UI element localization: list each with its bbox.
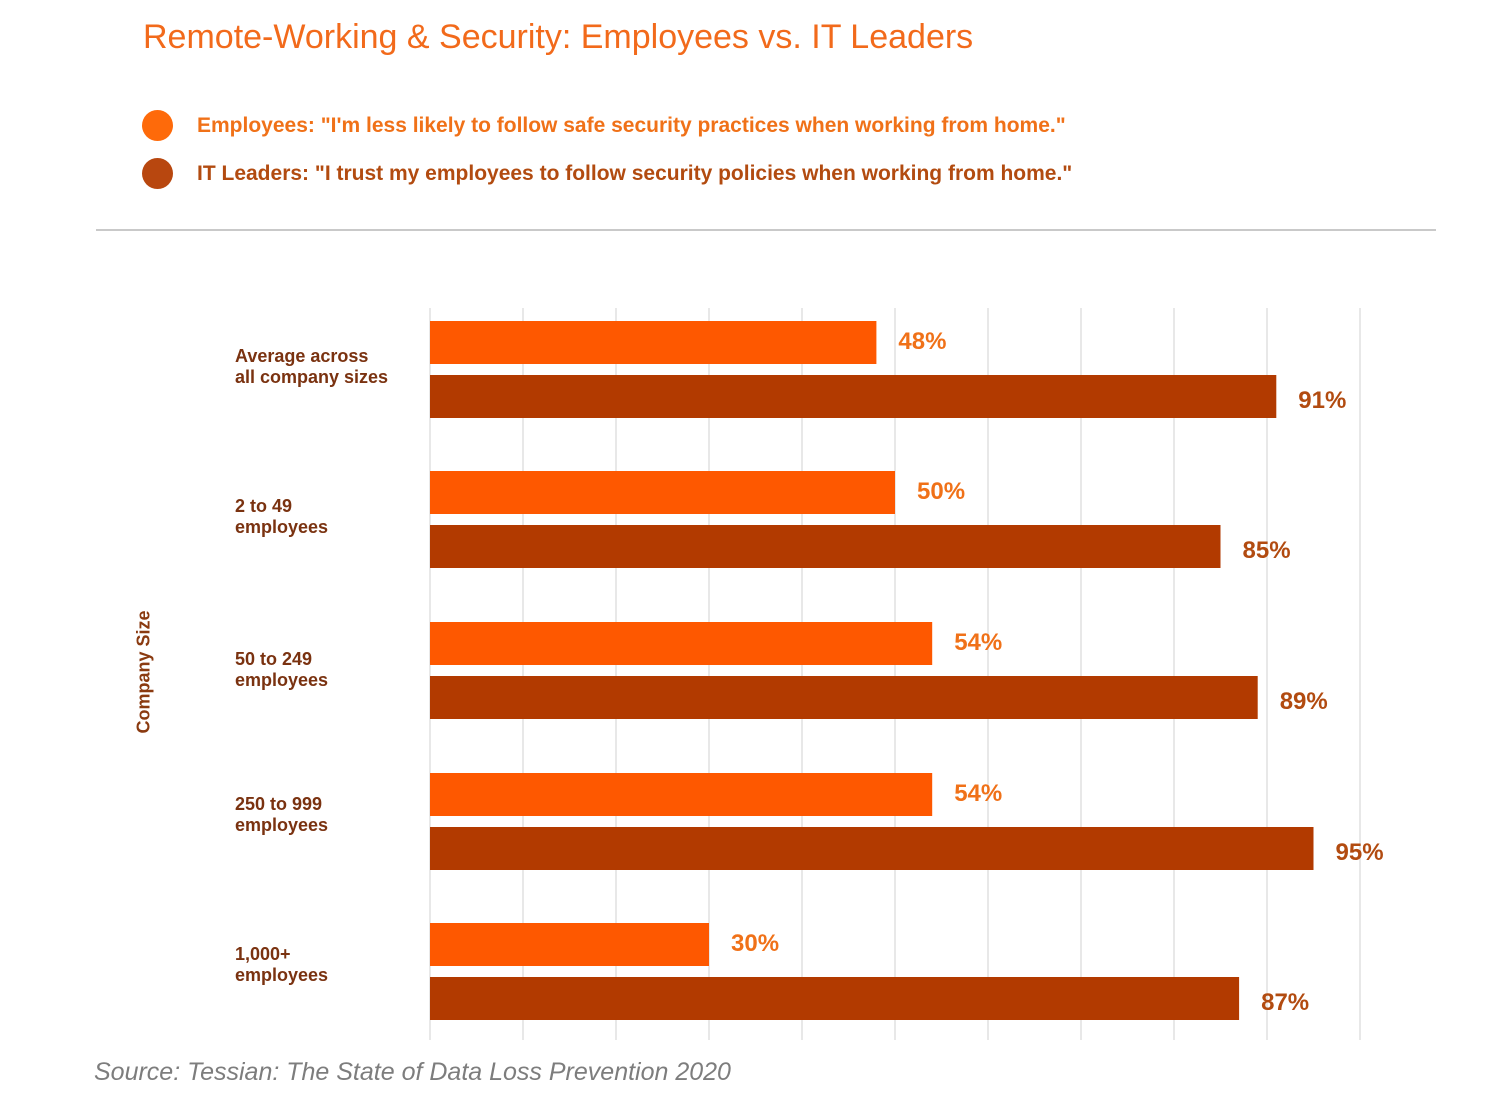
- bar-employees-0: [430, 321, 877, 364]
- legend-dot-employees: [142, 110, 173, 141]
- legend-dot-it-leaders: [142, 158, 173, 189]
- bar-employees-3: [430, 773, 933, 816]
- bar-employees-1: [430, 471, 895, 514]
- data-label-employees-0: 48%: [898, 328, 946, 355]
- data-label-employees-3: 54%: [954, 780, 1002, 807]
- bar-it-leaders-4: [430, 977, 1240, 1020]
- category-label-250-to-999: 250 to 999 employees: [235, 794, 329, 835]
- category-label-1000-plus: 1,000+ employees: [235, 944, 329, 985]
- bar-it-leaders-0: [430, 375, 1277, 418]
- legend-label-employees: Employees: "I'm less likely to follow sa…: [197, 113, 1066, 137]
- chart-title: Remote-Working & Security: Employees vs.…: [143, 18, 974, 56]
- header-divider: [96, 229, 1436, 231]
- legend-item-it-leaders: IT Leaders: "I trust my employees to fol…: [142, 158, 1072, 189]
- category-label-50-to-249: 50 to 249 employees: [235, 649, 329, 690]
- data-label-it-leaders-1: 85%: [1243, 537, 1291, 564]
- bar-employees-2: [430, 622, 933, 665]
- legend-item-employees: Employees: "I'm less likely to follow sa…: [142, 110, 1066, 141]
- data-label-it-leaders-0: 91%: [1298, 387, 1346, 414]
- data-label-it-leaders-2: 89%: [1280, 688, 1328, 715]
- bar-employees-4: [430, 923, 709, 966]
- source-note: Source: Tessian: The State of Data Loss …: [94, 1058, 731, 1086]
- data-label-employees-1: 50%: [917, 478, 965, 505]
- data-label-employees-2: 54%: [954, 629, 1002, 656]
- data-label-it-leaders-4: 87%: [1261, 989, 1309, 1016]
- bar-it-leaders-2: [430, 676, 1258, 719]
- legend-label-it-leaders: IT Leaders: "I trust my employees to fol…: [197, 161, 1073, 185]
- category-label-2-to-49: 2 to 49 employees: [235, 496, 329, 537]
- bar-it-leaders-1: [430, 525, 1221, 568]
- data-label-employees-4: 30%: [731, 930, 779, 957]
- category-label-average: Average across all company sizes: [235, 346, 389, 387]
- bar-it-leaders-3: [430, 827, 1314, 870]
- data-label-it-leaders-3: 95%: [1336, 839, 1384, 866]
